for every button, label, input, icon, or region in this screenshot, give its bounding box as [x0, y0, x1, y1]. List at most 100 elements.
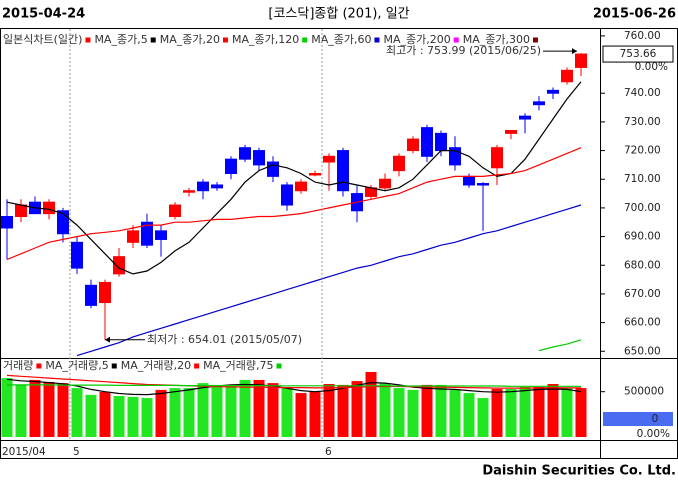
legend-swatch — [222, 37, 228, 43]
legend-swatch — [150, 37, 156, 43]
volume-bar — [575, 388, 587, 437]
candle-body — [281, 184, 293, 206]
candle-body — [477, 183, 489, 186]
volume-bar — [435, 384, 447, 437]
volume-last: 0 — [652, 413, 659, 425]
candle-body — [141, 221, 153, 246]
end-date: 2015-06-26 — [593, 7, 676, 22]
volume-bar — [365, 372, 377, 437]
legend-swatch — [453, 37, 459, 43]
volume-bar — [337, 384, 349, 437]
candle-body — [421, 127, 433, 157]
volume-bar — [43, 381, 55, 437]
legend-swatch — [276, 363, 282, 369]
candle-body — [505, 129, 517, 134]
volume-bar — [1, 378, 13, 437]
ma-line — [6, 81, 582, 275]
annotation-arrowhead — [105, 336, 110, 343]
candle-body — [99, 281, 111, 304]
legend-label: MA_종가,20 — [160, 33, 220, 46]
price-change: 0.00% — [635, 61, 668, 73]
legend-swatch — [194, 363, 200, 369]
ma-line — [76, 204, 582, 357]
volume-bar — [113, 396, 125, 437]
volume-bar — [197, 383, 209, 437]
candle-body — [239, 147, 251, 160]
start-date: 2015-04-24 — [2, 7, 85, 22]
volume-bar — [85, 394, 97, 437]
candle-body — [155, 230, 167, 240]
volume-bar — [547, 384, 559, 437]
y-tick-label: 690.00 — [624, 231, 661, 243]
chart-title: [코스닥]종합 (201), 일간 — [268, 7, 409, 22]
candle-body — [491, 147, 503, 169]
candle-body — [309, 173, 321, 176]
volume-bar — [449, 389, 461, 437]
legend-label: 일본식차트(일간) — [3, 32, 82, 46]
volume-bar — [505, 388, 517, 437]
high-annotation: 최고가 : 753.99 (2015/06/25) — [386, 44, 541, 57]
candle-body — [463, 175, 475, 186]
y-tick-label: 730.00 — [624, 116, 661, 128]
volume-change: 0.00% — [637, 428, 670, 440]
volume-bar — [267, 383, 279, 437]
low-annotation: 최저가 : 654.01 (2015/05/07) — [147, 333, 302, 346]
annotation-arrowhead — [572, 48, 577, 55]
volume-bar — [57, 383, 69, 437]
y-tick-label: 740.00 — [624, 87, 661, 99]
candle-body — [225, 158, 237, 175]
candle-body — [43, 201, 55, 215]
candle-body — [323, 155, 335, 163]
ma-line — [6, 147, 582, 261]
volume-bar — [379, 383, 391, 437]
volume-bar — [253, 379, 265, 437]
volume-bar — [421, 384, 433, 437]
candle-body — [547, 89, 559, 94]
candle-body — [169, 204, 181, 218]
y-tick-label: 650.00 — [624, 345, 661, 357]
candle-body — [435, 132, 447, 152]
candle-body — [85, 284, 97, 306]
x-tick-label: 5 — [73, 446, 80, 458]
volume-bar — [491, 388, 503, 437]
y-tick-label: 760.00 — [624, 30, 661, 42]
candle-body — [533, 101, 545, 106]
volume-last-box — [603, 412, 673, 426]
volume-bar — [393, 388, 405, 437]
legend-label: 거래량 — [3, 359, 33, 372]
volume-bar — [141, 398, 153, 437]
volume-bar — [533, 386, 545, 437]
y-tick-label: 660.00 — [624, 317, 661, 329]
x-tick-label: 6 — [325, 446, 332, 458]
legend-label: MA_거래량,75 — [203, 359, 273, 372]
volume-bar — [477, 398, 489, 437]
ma-line — [7, 384, 581, 387]
y-tick-label: 700.00 — [624, 202, 661, 214]
candle-body — [183, 190, 195, 193]
volume-bar — [169, 388, 181, 437]
legend-label: MA_종가,5 — [94, 33, 147, 46]
volume-bar — [225, 384, 237, 437]
volume-bar — [309, 391, 321, 437]
volume-bar — [519, 386, 531, 437]
footer: Daishin Securities Co. Ltd. — [482, 464, 676, 479]
volume-bar — [323, 384, 335, 437]
legend-swatch — [532, 37, 538, 43]
candle-body — [15, 204, 27, 218]
legend-label: MA_종가,300 — [463, 33, 530, 46]
volume-bar — [211, 384, 223, 437]
volume-bar — [561, 388, 573, 437]
candle-body — [561, 69, 573, 83]
volume-bar — [463, 393, 475, 437]
volume-bar — [183, 388, 195, 437]
volume-bar — [155, 389, 167, 437]
legend-label: MA_거래량,5 — [45, 359, 108, 372]
last-price: 753.66 — [620, 48, 657, 60]
candle-body — [197, 181, 209, 192]
volume-bar — [295, 393, 307, 437]
candle-body — [575, 53, 587, 68]
ma-line — [6, 378, 582, 396]
legend-swatch — [36, 363, 42, 369]
